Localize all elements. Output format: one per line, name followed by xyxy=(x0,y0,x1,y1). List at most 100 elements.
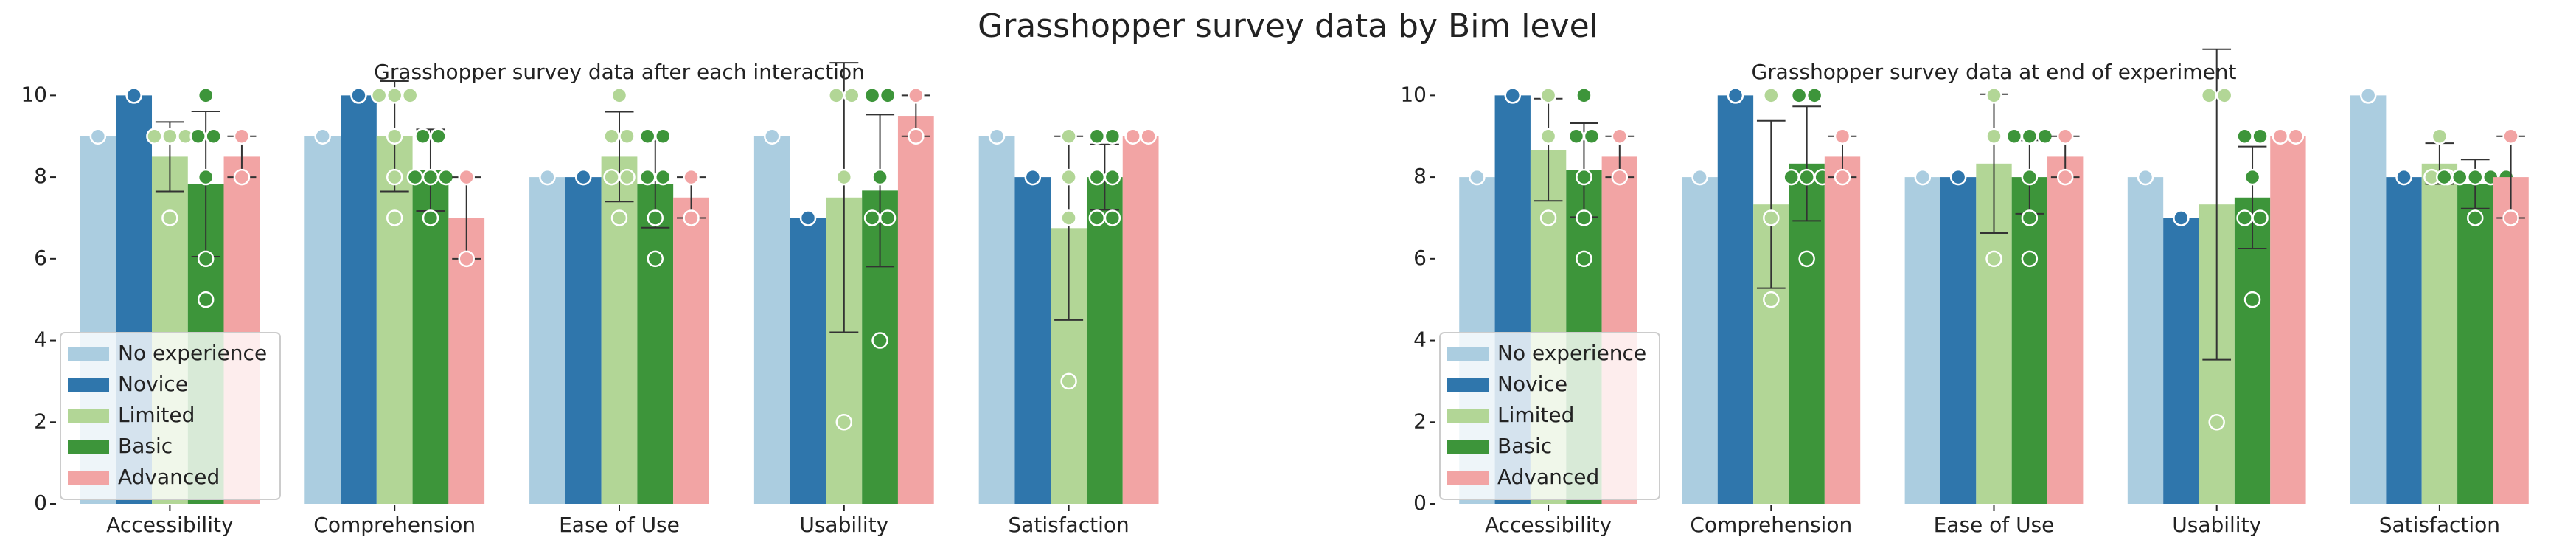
data-point xyxy=(437,168,455,186)
data-point xyxy=(863,209,881,226)
data-point xyxy=(1539,87,1557,104)
data-point xyxy=(1611,128,1629,145)
bar xyxy=(2457,184,2493,504)
data-point xyxy=(386,168,403,186)
bar xyxy=(529,177,565,504)
data-point xyxy=(406,168,424,186)
bar xyxy=(2386,177,2422,504)
legend-label: Basic xyxy=(118,434,173,458)
bar xyxy=(2270,136,2306,504)
bar xyxy=(753,136,790,504)
legend-swatch xyxy=(1447,347,1489,361)
legend-swatch xyxy=(1447,471,1489,485)
bar xyxy=(341,95,377,504)
data-point xyxy=(1783,168,1800,186)
data-point xyxy=(2243,291,2261,308)
data-point xyxy=(1914,168,1932,186)
error-bar xyxy=(1756,119,1786,289)
data-point xyxy=(1611,168,1629,186)
data-point xyxy=(764,128,781,145)
data-point xyxy=(2252,128,2269,145)
data-point xyxy=(458,168,475,186)
bar xyxy=(790,218,826,504)
data-point xyxy=(619,128,636,145)
data-point xyxy=(871,332,888,349)
legend-label: Advanced xyxy=(118,465,220,489)
data-point xyxy=(655,128,672,145)
y-tick-label: 0 xyxy=(34,491,47,515)
figure-title: Grasshopper survey data by Bim level xyxy=(978,7,1598,45)
data-point xyxy=(233,128,251,145)
bar xyxy=(304,136,341,504)
data-point xyxy=(603,168,620,186)
data-point xyxy=(639,128,656,145)
data-point xyxy=(619,168,636,186)
data-point xyxy=(2436,168,2453,186)
x-tick-label: Comprehension xyxy=(313,513,476,537)
legend-swatch xyxy=(68,378,109,392)
data-point xyxy=(639,168,656,186)
x-tick-label: Accessibility xyxy=(106,513,233,537)
data-point xyxy=(1104,168,1121,186)
data-point xyxy=(161,128,178,145)
error-bar xyxy=(829,62,859,333)
error-bar xyxy=(2202,48,2232,361)
data-point xyxy=(835,168,853,186)
data-point xyxy=(1985,87,2002,104)
y-tick-label: 2 xyxy=(34,409,47,433)
data-point xyxy=(2431,128,2448,145)
data-point xyxy=(1567,128,1585,145)
data-point xyxy=(1576,250,1592,268)
data-point xyxy=(843,87,860,104)
data-point xyxy=(189,128,206,145)
data-point xyxy=(879,209,897,226)
data-point xyxy=(1763,291,1780,308)
data-point xyxy=(2451,168,2468,186)
legend-swatch xyxy=(1447,440,1489,454)
data-point xyxy=(1576,168,1592,186)
bar xyxy=(2163,218,2199,504)
legend-label: Limited xyxy=(1497,403,1574,427)
data-point xyxy=(2243,168,2261,186)
y-tick-label: 2 xyxy=(1413,409,1427,433)
data-point xyxy=(2272,128,2289,145)
legend-swatch xyxy=(1447,409,1489,423)
bar xyxy=(565,177,602,504)
legend-label: Limited xyxy=(118,403,195,427)
x-tick-label: Usability xyxy=(2172,513,2261,537)
data-point xyxy=(2137,168,2154,186)
data-point xyxy=(2021,250,2039,268)
data-point xyxy=(1949,168,1967,186)
data-point xyxy=(1140,128,1157,145)
legend-swatch xyxy=(68,409,109,423)
legend-label: No experience xyxy=(1497,341,1646,365)
data-point xyxy=(1790,87,1808,104)
y-tick-label: 4 xyxy=(34,328,47,352)
data-point xyxy=(1104,128,1121,145)
data-point xyxy=(1060,372,1077,390)
x-tick-label: Accessibility xyxy=(1485,513,1612,537)
data-point xyxy=(1985,128,2002,145)
y-tick-label: 10 xyxy=(21,82,47,106)
error-bar xyxy=(2238,145,2267,249)
axes-title: Grasshopper survey data at end of experi… xyxy=(1751,60,2236,84)
bar xyxy=(2421,163,2458,504)
data-point xyxy=(828,87,845,104)
data-point xyxy=(2173,209,2190,226)
data-point xyxy=(2502,209,2519,226)
data-point xyxy=(1798,168,1815,186)
data-point xyxy=(1539,128,1557,145)
data-point xyxy=(422,168,439,186)
error-bar xyxy=(605,111,634,203)
bar xyxy=(673,197,709,504)
data-point xyxy=(233,168,251,186)
bar xyxy=(2493,177,2529,504)
data-point xyxy=(2200,87,2218,104)
bar xyxy=(376,136,413,504)
bar xyxy=(2127,177,2164,504)
data-point xyxy=(2395,168,2412,186)
data-point xyxy=(1504,87,1521,104)
data-point xyxy=(2252,209,2269,226)
data-point xyxy=(603,128,620,145)
data-point xyxy=(1539,209,1557,226)
